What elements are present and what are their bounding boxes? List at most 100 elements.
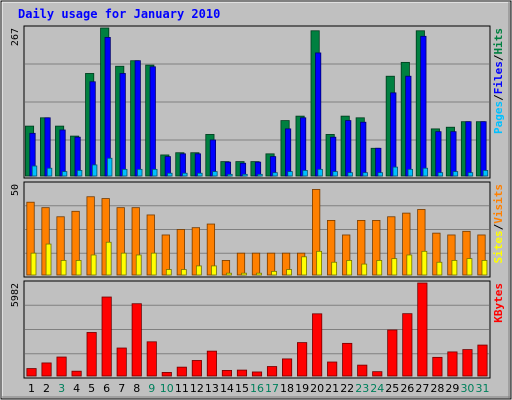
legend-visits: Visits: [492, 184, 505, 224]
bar-kbytes-10: [161, 372, 172, 377]
bar-sites-11: [180, 269, 187, 276]
legend-kbytes: KBytes: [492, 283, 505, 323]
x-tick-label-25: 25: [385, 382, 399, 395]
bar-sites-10: [165, 269, 172, 276]
bar-files-19: [300, 117, 307, 177]
bar-pages-1: [31, 165, 38, 177]
bar-pages-16: [257, 173, 263, 177]
bar-files-13: [209, 139, 216, 177]
bar-pages-2: [46, 167, 53, 177]
bar-pages-14: [227, 173, 233, 177]
y-max-label: 267: [10, 28, 21, 46]
bar-visits-9: [146, 214, 155, 276]
x-tick-label-2: 2: [43, 382, 50, 395]
bar-kbytes-28: [432, 356, 443, 377]
bar-files-24: [375, 147, 382, 177]
bar-files-29: [450, 131, 457, 177]
x-tick-label-13: 13: [205, 382, 219, 395]
bar-files-12: [194, 153, 201, 177]
bar-files-28: [435, 131, 442, 177]
x-tick-label-6: 6: [103, 382, 110, 395]
panel-kbytes: 5982 KBytes: [10, 280, 505, 379]
bar-visits-11: [176, 229, 185, 276]
bar-kbytes-31: [477, 344, 488, 377]
bar-files-11: [179, 153, 186, 177]
bar-kbytes-26: [402, 313, 413, 377]
x-tick-label-26: 26: [400, 382, 414, 395]
legend-hits: Hits: [492, 28, 505, 55]
bar-kbytes-29: [447, 351, 458, 377]
bar-kbytes-19: [297, 342, 308, 377]
bar-kbytes-18: [281, 358, 293, 377]
bar-visits-26: [402, 212, 411, 276]
legend-files: Files: [492, 61, 505, 94]
legend-separator: /: [492, 54, 505, 61]
bar-pages-17: [272, 172, 278, 177]
bar-pages-24: [377, 172, 383, 177]
bar-sites-26: [406, 254, 413, 276]
bar-sites-16: [256, 272, 262, 276]
x-tick-label-12: 12: [190, 382, 204, 395]
bar-kbytes-25: [387, 329, 398, 377]
bar-sites-19: [301, 256, 307, 276]
bar-visits-22: [342, 234, 351, 276]
bar-visits-18: [281, 252, 291, 276]
x-tick-label-7: 7: [118, 382, 125, 395]
x-tick-label-28: 28: [430, 382, 444, 395]
bar-files-3: [59, 129, 66, 177]
bar-pages-25: [392, 166, 398, 177]
bar-visits-25: [387, 216, 396, 276]
bar-pages-18: [287, 171, 293, 177]
x-tick-label-10: 10: [160, 382, 174, 395]
bar-kbytes-11: [176, 366, 187, 377]
bar-visits-28: [432, 232, 441, 276]
x-tick-label-3: 3: [58, 382, 65, 395]
x-tick-label-22: 22: [340, 382, 354, 395]
bar-visits-23: [357, 219, 366, 276]
bar-kbytes-4: [71, 370, 82, 377]
bar-files-27: [420, 35, 427, 177]
y-max-label: 50: [10, 184, 21, 196]
legend-separator: /: [492, 223, 505, 230]
bar-visits-17: [266, 252, 276, 276]
bar-visits-21: [327, 219, 336, 276]
x-tick-label-31: 31: [475, 382, 489, 395]
bar-sites-3: [60, 260, 67, 276]
legend-sites: Sites: [492, 230, 505, 263]
x-tick-label-4: 4: [73, 382, 80, 395]
bar-sites-31: [481, 260, 488, 276]
bar-visits-30: [462, 230, 471, 276]
x-axis-labels: 1 2 3 4 5 6 7 8 9 10 11 12 13 14 15 16 17 18 19 20 21 22 23 24 2…: [28, 382, 489, 395]
legend-kbytes: KBytes: [492, 283, 505, 323]
bar-visits-20: [312, 189, 321, 276]
x-tick-label-30: 30: [460, 382, 474, 395]
bar-pages-20: [317, 168, 323, 177]
chart-title: Daily usage for January 2010: [18, 7, 220, 21]
x-tick-label-5: 5: [88, 382, 95, 395]
bar-files-26: [405, 75, 412, 177]
bar-files-14: [224, 161, 232, 177]
bar-pages-12: [197, 172, 203, 177]
bar-kbytes-24: [372, 371, 383, 377]
bar-visits-1: [26, 201, 35, 276]
bar-sites-18: [286, 269, 292, 276]
bar-visits-15: [236, 252, 246, 276]
bar-pages-27: [422, 167, 429, 177]
bar-files-18: [284, 128, 292, 177]
x-tick-label-15: 15: [235, 382, 249, 395]
bar-sites-15: [241, 272, 247, 276]
x-tick-label-17: 17: [265, 382, 279, 395]
bar-sites-17: [271, 270, 277, 276]
bar-kbytes-27: [417, 282, 428, 377]
bar-files-25: [390, 92, 397, 177]
x-tick-label-18: 18: [280, 382, 294, 395]
bar-files-9: [149, 66, 156, 177]
bar-kbytes-22: [342, 342, 353, 377]
bar-kbytes-16: [251, 371, 263, 377]
bar-sites-12: [195, 265, 202, 276]
bar-sites-30: [466, 258, 473, 276]
bar-visits-24: [372, 219, 381, 276]
bar-files-16: [254, 161, 262, 177]
bar-files-21: [330, 136, 337, 177]
